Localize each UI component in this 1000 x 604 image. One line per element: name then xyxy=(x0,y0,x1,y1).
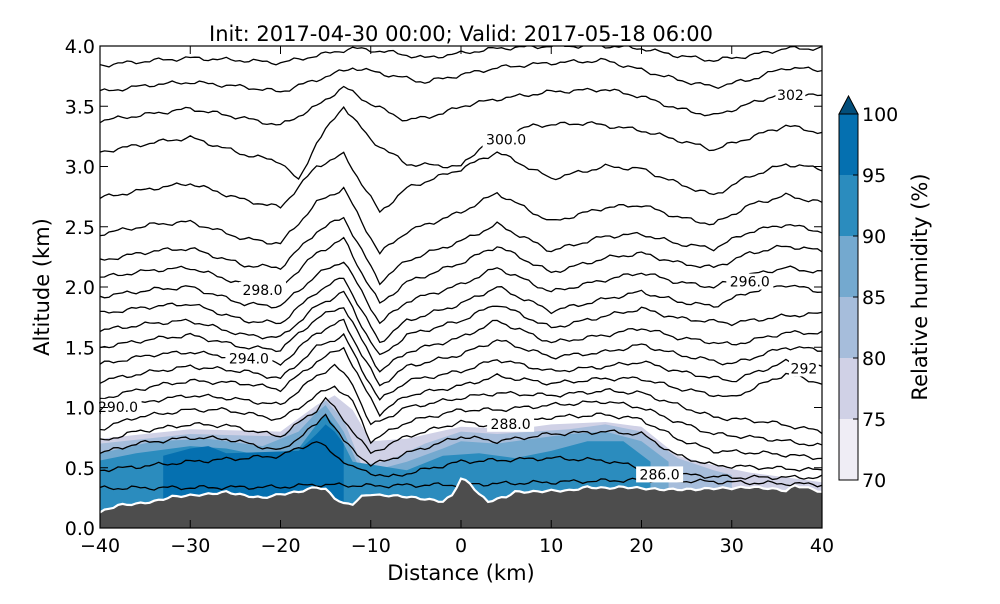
colorbar-tick-label: 85 xyxy=(862,287,886,309)
x-tick-label: −10 xyxy=(351,535,391,557)
contour-label: 294.0 xyxy=(229,352,269,368)
theta-contour-287 xyxy=(100,441,822,481)
x-tick-label: 30 xyxy=(720,535,744,557)
theta-contour-291 xyxy=(100,363,822,435)
contour-label-bg xyxy=(789,360,819,377)
theta-contour-289 xyxy=(100,396,822,461)
x-tick-label: 0 xyxy=(455,535,467,557)
contour-label-bg xyxy=(482,131,530,148)
colorbar: 70 75 80 85 90 95 100 Relative humidity (%) xyxy=(838,94,932,492)
y-tick-label: 3.5 xyxy=(65,96,95,118)
colorbar-tick-label: 70 xyxy=(862,470,886,492)
contour-label-bg xyxy=(101,398,142,415)
y-tick-label: 1.0 xyxy=(65,398,95,420)
contour-label-bg xyxy=(775,86,806,103)
contour-label: 302 xyxy=(777,88,804,104)
colorbar-swatch-75 xyxy=(839,358,858,419)
theta-contour-297 xyxy=(100,277,822,344)
colorbar-tick-label: 80 xyxy=(862,348,886,370)
contour-label: 292 xyxy=(791,361,818,377)
contour-label: 296.0 xyxy=(730,275,770,291)
contour-label-bg xyxy=(225,350,273,367)
y-tick-label: 3.0 xyxy=(65,157,95,179)
x-tick-label: −20 xyxy=(260,535,300,557)
x-tick-label: −40 xyxy=(80,535,120,557)
colorbar-extend-arrow xyxy=(838,94,859,115)
theta-contour-292 xyxy=(100,346,822,418)
x-tick-label: 20 xyxy=(629,535,653,557)
theta-contour-288 xyxy=(100,413,822,472)
x-axis-label: Distance (km) xyxy=(387,561,535,585)
chart-title: Init: 2017-04-30 00:00; Valid: 2017-05-1… xyxy=(209,22,713,46)
theta-contour-300 xyxy=(100,216,822,286)
colorbar-swatch-90 xyxy=(839,175,858,236)
theta-contour-296 xyxy=(100,290,822,356)
colorbar-swatch-95 xyxy=(839,114,858,175)
y-axis-label: Altitude (km) xyxy=(30,218,54,356)
y-tick-label: 2.0 xyxy=(65,277,95,299)
theta-contour-294 xyxy=(100,318,822,387)
contour-label: 300.0 xyxy=(486,132,526,148)
y-tick-label: 1.5 xyxy=(65,337,95,359)
terrain-outline xyxy=(100,477,822,514)
theta-contour-302 xyxy=(100,151,822,214)
contour-label-bg xyxy=(239,282,286,298)
contour-label: 298.0 xyxy=(242,283,282,299)
contour-label-layer: 302 300.0 298.0 296.0 294.0 292 290.0 288.0 286.… xyxy=(98,86,819,483)
colorbar-tick-label: 95 xyxy=(862,165,886,187)
y-tick-label: 2.5 xyxy=(65,217,95,239)
contour-label: 290.0 xyxy=(98,400,138,416)
theta-contour-295 xyxy=(100,307,822,373)
y-tick-label: 0.5 xyxy=(65,458,95,480)
colorbar-swatch-70 xyxy=(839,419,858,480)
plot-area: 302 300.0 298.0 296.0 294.0 292 290.0 288.0 286.… xyxy=(98,45,823,529)
colorbar-label: Relative humidity (%) xyxy=(908,173,932,400)
contour-label: 286.0 xyxy=(640,467,680,483)
x-tick-label: 10 xyxy=(539,535,563,557)
contour-label-bg xyxy=(636,466,684,483)
y-tick-label: 4.0 xyxy=(65,36,95,58)
colorbar-swatch-85 xyxy=(839,236,858,297)
y-tick-label: 0.0 xyxy=(65,518,95,540)
theta-contour-303 xyxy=(100,106,822,180)
theta-contour-304 xyxy=(100,85,822,126)
y-axis-ticks: 0.0 0.5 1.0 1.5 2.0 2.5 3.0 3.5 4.0 xyxy=(65,36,822,540)
terrain-fill xyxy=(100,478,822,528)
theta-contour-305 xyxy=(100,57,822,93)
x-axis-ticks: −40 −30 −20 −10 0 10 20 30 40 xyxy=(80,46,834,557)
x-tick-label: −30 xyxy=(170,535,210,557)
colorbar-tick-label: 100 xyxy=(862,104,898,126)
terrain-layer xyxy=(100,477,822,528)
contour-label-bg xyxy=(487,415,535,432)
theta-contour-299 xyxy=(100,236,822,304)
theta-contour-layer xyxy=(100,46,822,491)
theta-contour-293 xyxy=(100,332,822,401)
contour-label-bg xyxy=(726,273,774,290)
x-tick-label: 40 xyxy=(810,535,834,557)
colorbar-ticks: 70 75 80 85 90 95 100 xyxy=(853,104,898,492)
colorbar-tick-label: 90 xyxy=(862,226,886,248)
colorbar-tick-label: 75 xyxy=(862,409,886,431)
theta-contour-298 xyxy=(100,261,822,325)
theta-contour-290 xyxy=(100,385,822,447)
colorbar-swatch-80 xyxy=(839,297,858,358)
colorbar-swatches xyxy=(838,94,859,481)
theta-contour-301 xyxy=(100,186,822,255)
contour-label: 288.0 xyxy=(491,417,531,433)
rh-region-95 xyxy=(163,424,344,512)
